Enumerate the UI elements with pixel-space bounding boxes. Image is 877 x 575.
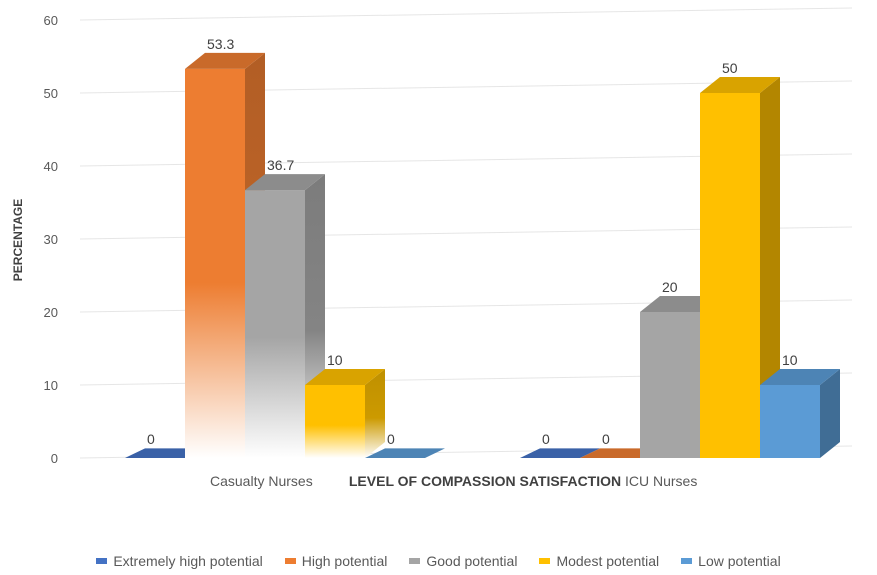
y-tick-label: 20 bbox=[44, 305, 58, 320]
legend-item-low: Low potential bbox=[681, 553, 781, 569]
legend-label: Modest potential bbox=[556, 553, 660, 569]
legend-swatch bbox=[681, 558, 693, 564]
bar-low-icu bbox=[760, 369, 840, 458]
legend-item-modest: Modest potential bbox=[539, 553, 659, 569]
bar-modest-casualty bbox=[305, 369, 385, 458]
legend-swatch bbox=[409, 558, 421, 564]
legend-label: Extremely high potential bbox=[113, 553, 263, 569]
y-tick-label: 50 bbox=[44, 86, 58, 101]
data-label: 0 bbox=[387, 431, 395, 447]
y-tick-label: 40 bbox=[44, 159, 58, 174]
legend: Extremely high potential High potential Go… bbox=[0, 553, 877, 569]
legend-swatch bbox=[96, 558, 108, 564]
data-labels: 0 53.3 36.7 10 0 0 0 20 50 10 bbox=[147, 36, 798, 447]
y-axis-title: PERCENTAGE bbox=[11, 199, 25, 281]
y-axis-ticks: 0 10 20 30 40 50 60 bbox=[44, 13, 58, 466]
data-label: 53.3 bbox=[207, 36, 234, 52]
data-label: 10 bbox=[327, 352, 343, 368]
legend-item-high: High potential bbox=[284, 553, 388, 569]
data-label: 0 bbox=[147, 431, 155, 447]
data-label: 50 bbox=[722, 60, 738, 76]
bar-low-casualty bbox=[365, 448, 445, 458]
category-label-icu: ICU Nurses bbox=[625, 473, 697, 489]
legend-swatch bbox=[539, 558, 551, 564]
x-axis-title: LEVEL OF COMPASSION SATISFACTION bbox=[349, 473, 621, 489]
y-tick-label: 30 bbox=[44, 232, 58, 247]
bars bbox=[125, 52, 840, 458]
legend-label: Good potential bbox=[426, 553, 518, 569]
bar-good-casualty bbox=[245, 174, 325, 458]
legend-item-good: Good potential bbox=[409, 553, 517, 569]
data-label: 20 bbox=[662, 279, 678, 295]
gridline bbox=[79, 7, 853, 21]
bar-modest-icu bbox=[700, 77, 780, 458]
data-label: 0 bbox=[602, 431, 610, 447]
data-label: 10 bbox=[782, 352, 798, 368]
bar-extremely-high-icu bbox=[520, 448, 600, 458]
legend-swatch bbox=[284, 558, 296, 564]
legend-label: High potential bbox=[301, 553, 388, 569]
data-label: 36.7 bbox=[267, 157, 294, 173]
y-tick-label: 10 bbox=[44, 378, 58, 393]
y-tick-label: 0 bbox=[51, 451, 58, 466]
legend-label: Low potential bbox=[698, 553, 781, 569]
legend-item-extremely-high: Extremely high potential bbox=[96, 553, 263, 569]
data-label: 0 bbox=[542, 431, 550, 447]
category-label-casualty: Casualty Nurses bbox=[210, 473, 313, 489]
y-tick-label: 60 bbox=[44, 13, 58, 28]
